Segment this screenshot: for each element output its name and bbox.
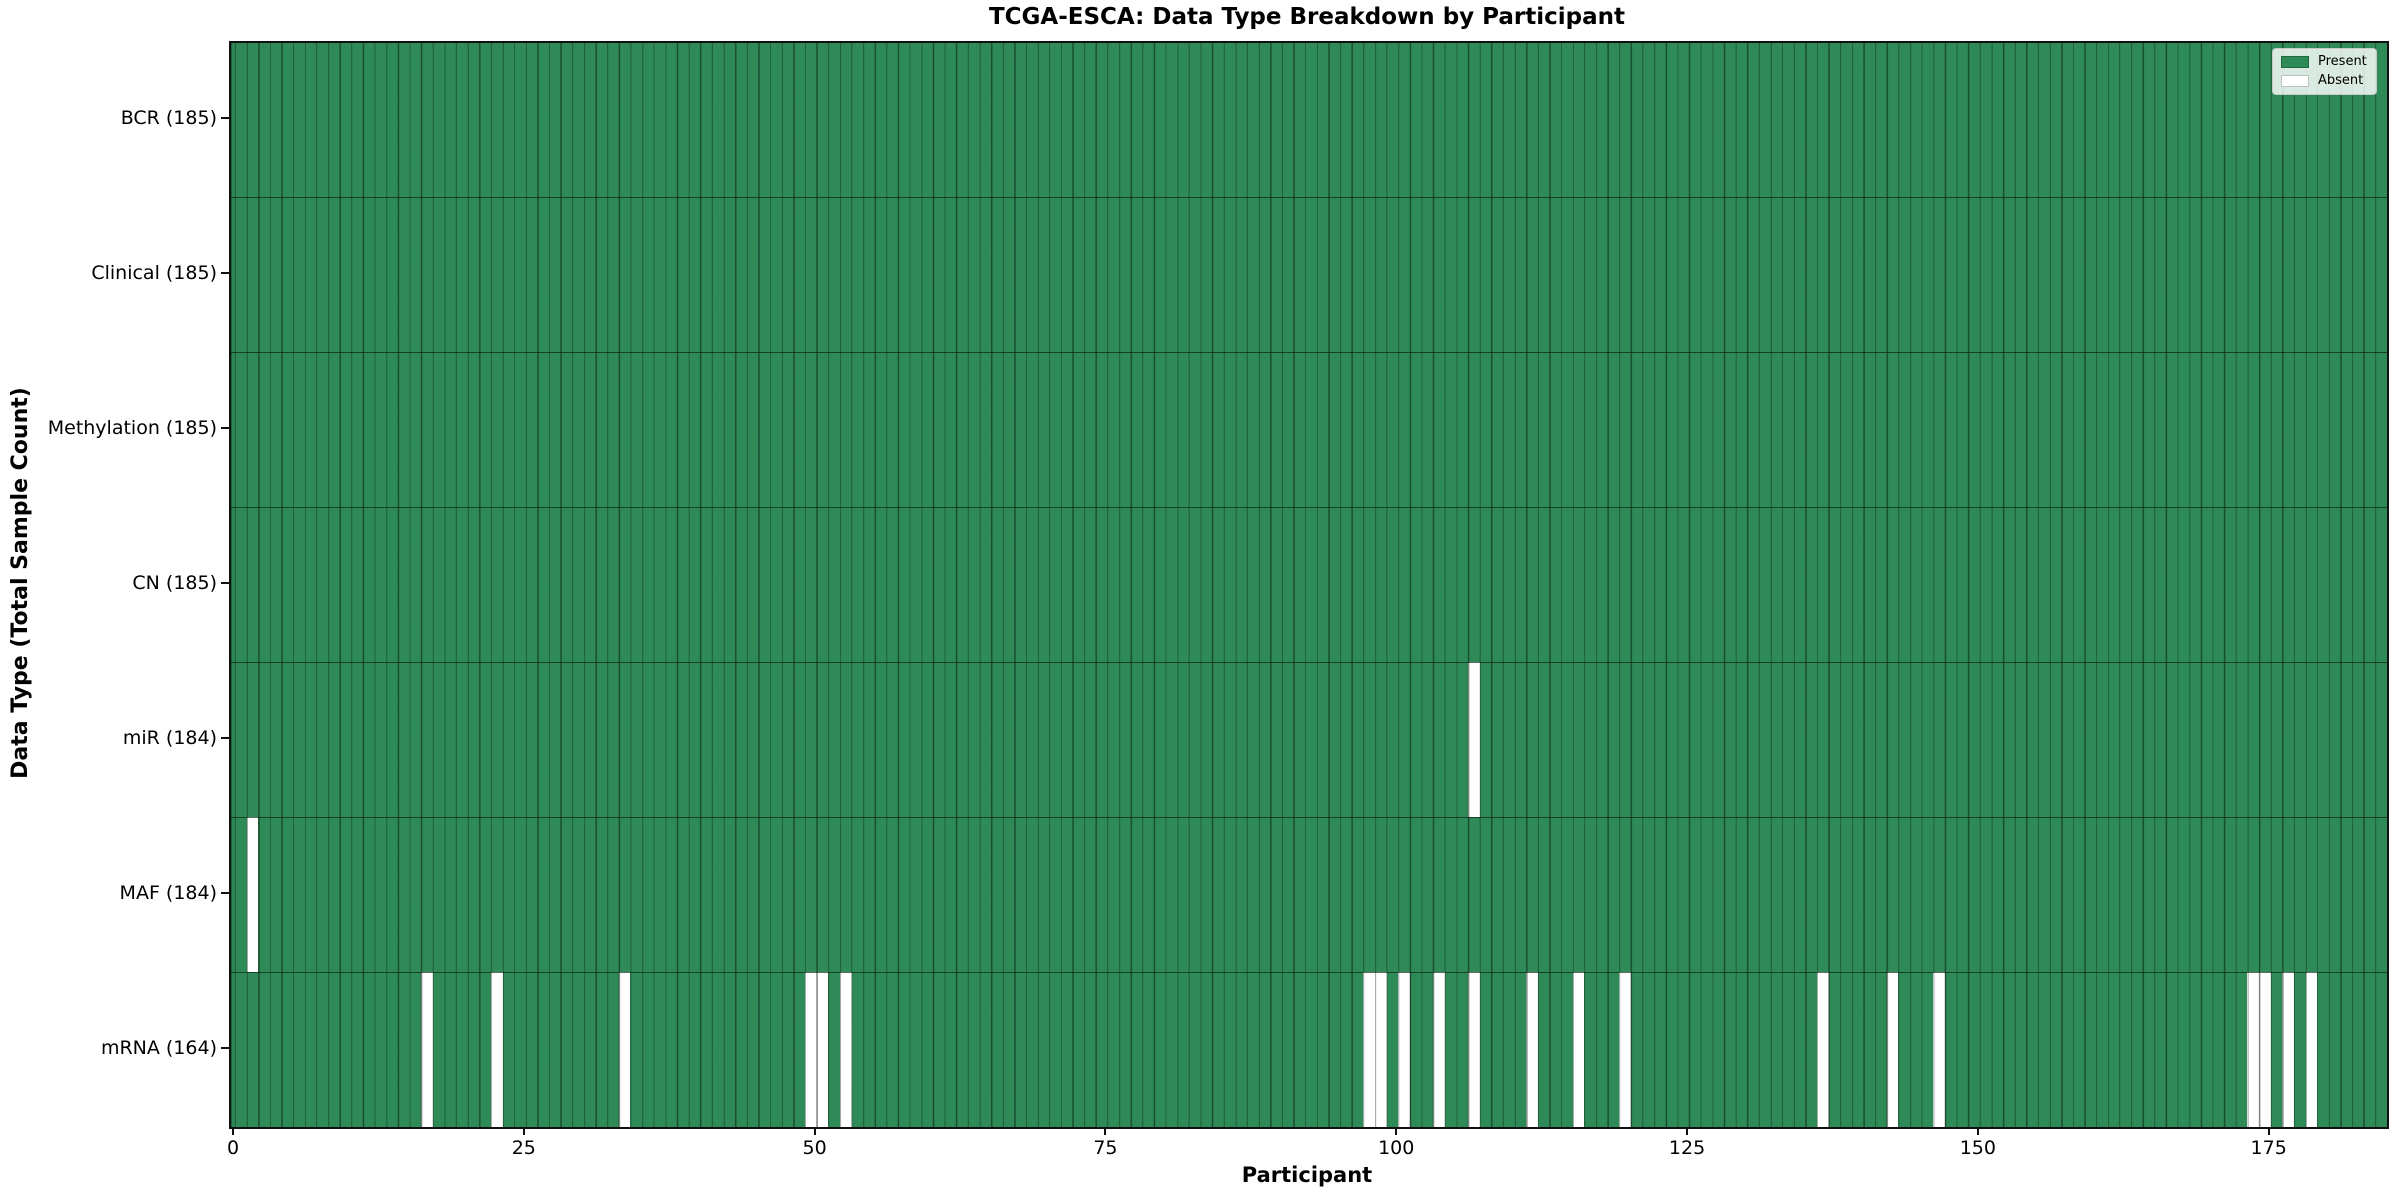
x-tick-label: 75 (1093, 1137, 1118, 1159)
legend-swatch-absent (2281, 75, 2309, 87)
absent-cell (1374, 972, 1387, 1127)
x-tick-mark (2267, 1127, 2270, 1135)
absent-cell (1526, 972, 1538, 1127)
heatmap-row-bcr (231, 43, 2387, 198)
absent-cell (1933, 972, 1945, 1127)
heatmap-row-maf (231, 817, 2387, 973)
x-tick-label: 150 (1959, 1137, 1996, 1159)
y-tick-mark (221, 1046, 229, 1049)
y-tick-label: mRNA (164) (100, 1036, 217, 1059)
x-tick-mark (1395, 1127, 1398, 1135)
y-tick-label: miR (184) (122, 726, 217, 749)
absent-cell (490, 972, 503, 1127)
y-tick-mark (221, 891, 229, 894)
plot-area (229, 41, 2389, 1129)
absent-cell (246, 817, 259, 973)
legend-label: Absent (2318, 73, 2364, 88)
absent-cell (2259, 972, 2271, 1127)
heatmap-row-clinical (231, 197, 2387, 353)
x-tick-label: 125 (1668, 1137, 1706, 1159)
heatmap-row-cn (231, 507, 2387, 663)
x-tick-mark (1686, 1127, 1689, 1135)
x-tick-label: 175 (2250, 1137, 2287, 1159)
y-tick-mark (221, 582, 229, 584)
y-tick-label: Methylation (185) (47, 417, 217, 440)
legend-swatch-present (2281, 56, 2309, 68)
absent-cell (804, 972, 817, 1127)
absent-cell (421, 972, 433, 1127)
x-tick-mark (522, 1127, 525, 1135)
absent-cell (2305, 972, 2318, 1127)
absent-cell (1468, 662, 1480, 818)
legend-item-absent: Absent (2281, 74, 2367, 88)
chart-title: TCGA-ESCA: Data Type Breakdown by Partic… (988, 4, 1626, 30)
absent-cell (1817, 972, 1829, 1127)
y-tick-label: MAF (184) (119, 881, 217, 904)
legend: Present Absent (2272, 48, 2377, 95)
absent-cell (839, 972, 852, 1127)
x-tick-mark (1976, 1127, 1979, 1135)
y-tick-label: Clinical (185) (91, 262, 217, 285)
x-tick-label: 0 (226, 1137, 240, 1159)
absent-cell (1619, 972, 1631, 1127)
absent-cell (618, 972, 631, 1127)
legend-item-present: Present (2281, 55, 2367, 69)
x-axis-label: Participant (1241, 1163, 1373, 1187)
absent-cell (1433, 972, 1445, 1127)
y-tick-mark (221, 272, 229, 275)
absent-cell (1398, 972, 1410, 1127)
absent-cell (2247, 972, 2260, 1127)
y-tick-mark (221, 736, 229, 739)
heatmap-row-mrna (231, 972, 2387, 1127)
legend-label: Present (2318, 54, 2367, 69)
y-axis-label: Data Type (Total Sample Count) (8, 387, 33, 779)
x-tick-mark (232, 1127, 234, 1135)
absent-cell (1363, 972, 1375, 1127)
x-tick-label: 100 (1378, 1137, 1415, 1159)
y-tick-label: BCR (185) (120, 107, 217, 130)
x-tick-label: 25 (511, 1137, 536, 1159)
absent-cell (2282, 972, 2294, 1127)
absent-cell (1468, 972, 1480, 1127)
absent-cell (1886, 972, 1899, 1127)
x-tick-label: 50 (802, 1137, 827, 1159)
heatmap-row-mir (231, 662, 2387, 818)
absent-cell (816, 972, 829, 1127)
heatmap-row-methylation (231, 352, 2387, 508)
x-tick-mark (1104, 1127, 1107, 1135)
y-tick-label: CN (185) (132, 572, 217, 594)
absent-cell (1572, 972, 1585, 1127)
y-tick-mark (221, 117, 229, 120)
y-tick-mark (221, 427, 229, 430)
x-tick-mark (813, 1127, 816, 1135)
